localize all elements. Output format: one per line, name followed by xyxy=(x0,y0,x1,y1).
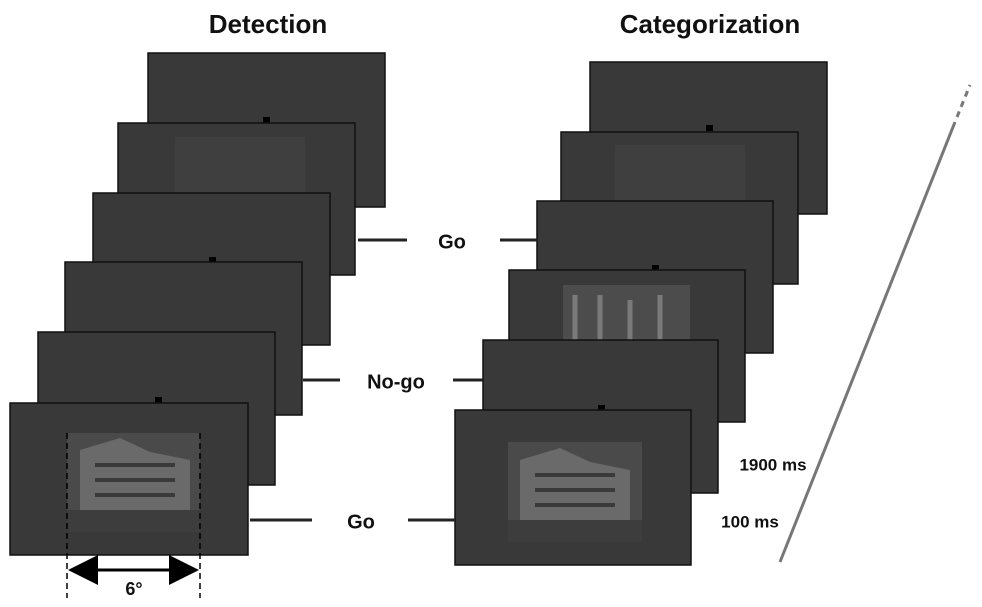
time-arrow xyxy=(778,84,972,563)
timing-label: 100 ms xyxy=(721,512,779,531)
fixation xyxy=(652,265,659,271)
connectors xyxy=(250,238,538,522)
visual-angle-label: 6° xyxy=(125,579,142,599)
fixation xyxy=(706,125,713,131)
scene-image xyxy=(508,442,642,542)
detection-stack xyxy=(9,52,386,556)
indoor-image xyxy=(563,285,690,350)
response-label: No-go xyxy=(367,371,425,393)
fixation xyxy=(598,405,605,411)
detection-title: Detection xyxy=(209,9,327,39)
fixation xyxy=(263,117,270,123)
response-label: Go xyxy=(347,511,375,533)
categorization-title: Categorization xyxy=(620,9,801,39)
categorization-stack xyxy=(454,61,828,566)
fixation xyxy=(209,257,216,263)
scene-image xyxy=(67,433,200,532)
timing-label: 1900 ms xyxy=(739,455,806,474)
response-label: Go xyxy=(438,231,466,253)
fixation xyxy=(155,397,162,403)
visual-angle-marker xyxy=(66,433,201,598)
